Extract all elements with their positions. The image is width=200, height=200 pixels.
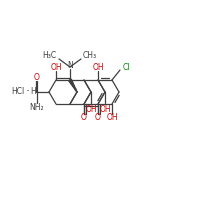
Text: O: O <box>95 112 101 121</box>
Text: ·: · <box>26 86 30 98</box>
Text: OH: OH <box>85 106 97 114</box>
Text: OH: OH <box>92 62 104 72</box>
Text: O: O <box>34 72 40 82</box>
Text: N: N <box>67 62 73 71</box>
Text: H: H <box>30 88 36 97</box>
Text: HCl: HCl <box>11 88 25 97</box>
Polygon shape <box>69 79 77 92</box>
Text: Cl: Cl <box>123 62 130 72</box>
Text: OH: OH <box>99 106 111 114</box>
Text: OH: OH <box>106 112 118 121</box>
Text: O: O <box>81 112 87 121</box>
Text: OH: OH <box>50 62 62 72</box>
Text: CH₃: CH₃ <box>83 51 97 60</box>
Text: H₃C: H₃C <box>42 51 56 60</box>
Text: NH₂: NH₂ <box>30 102 44 112</box>
